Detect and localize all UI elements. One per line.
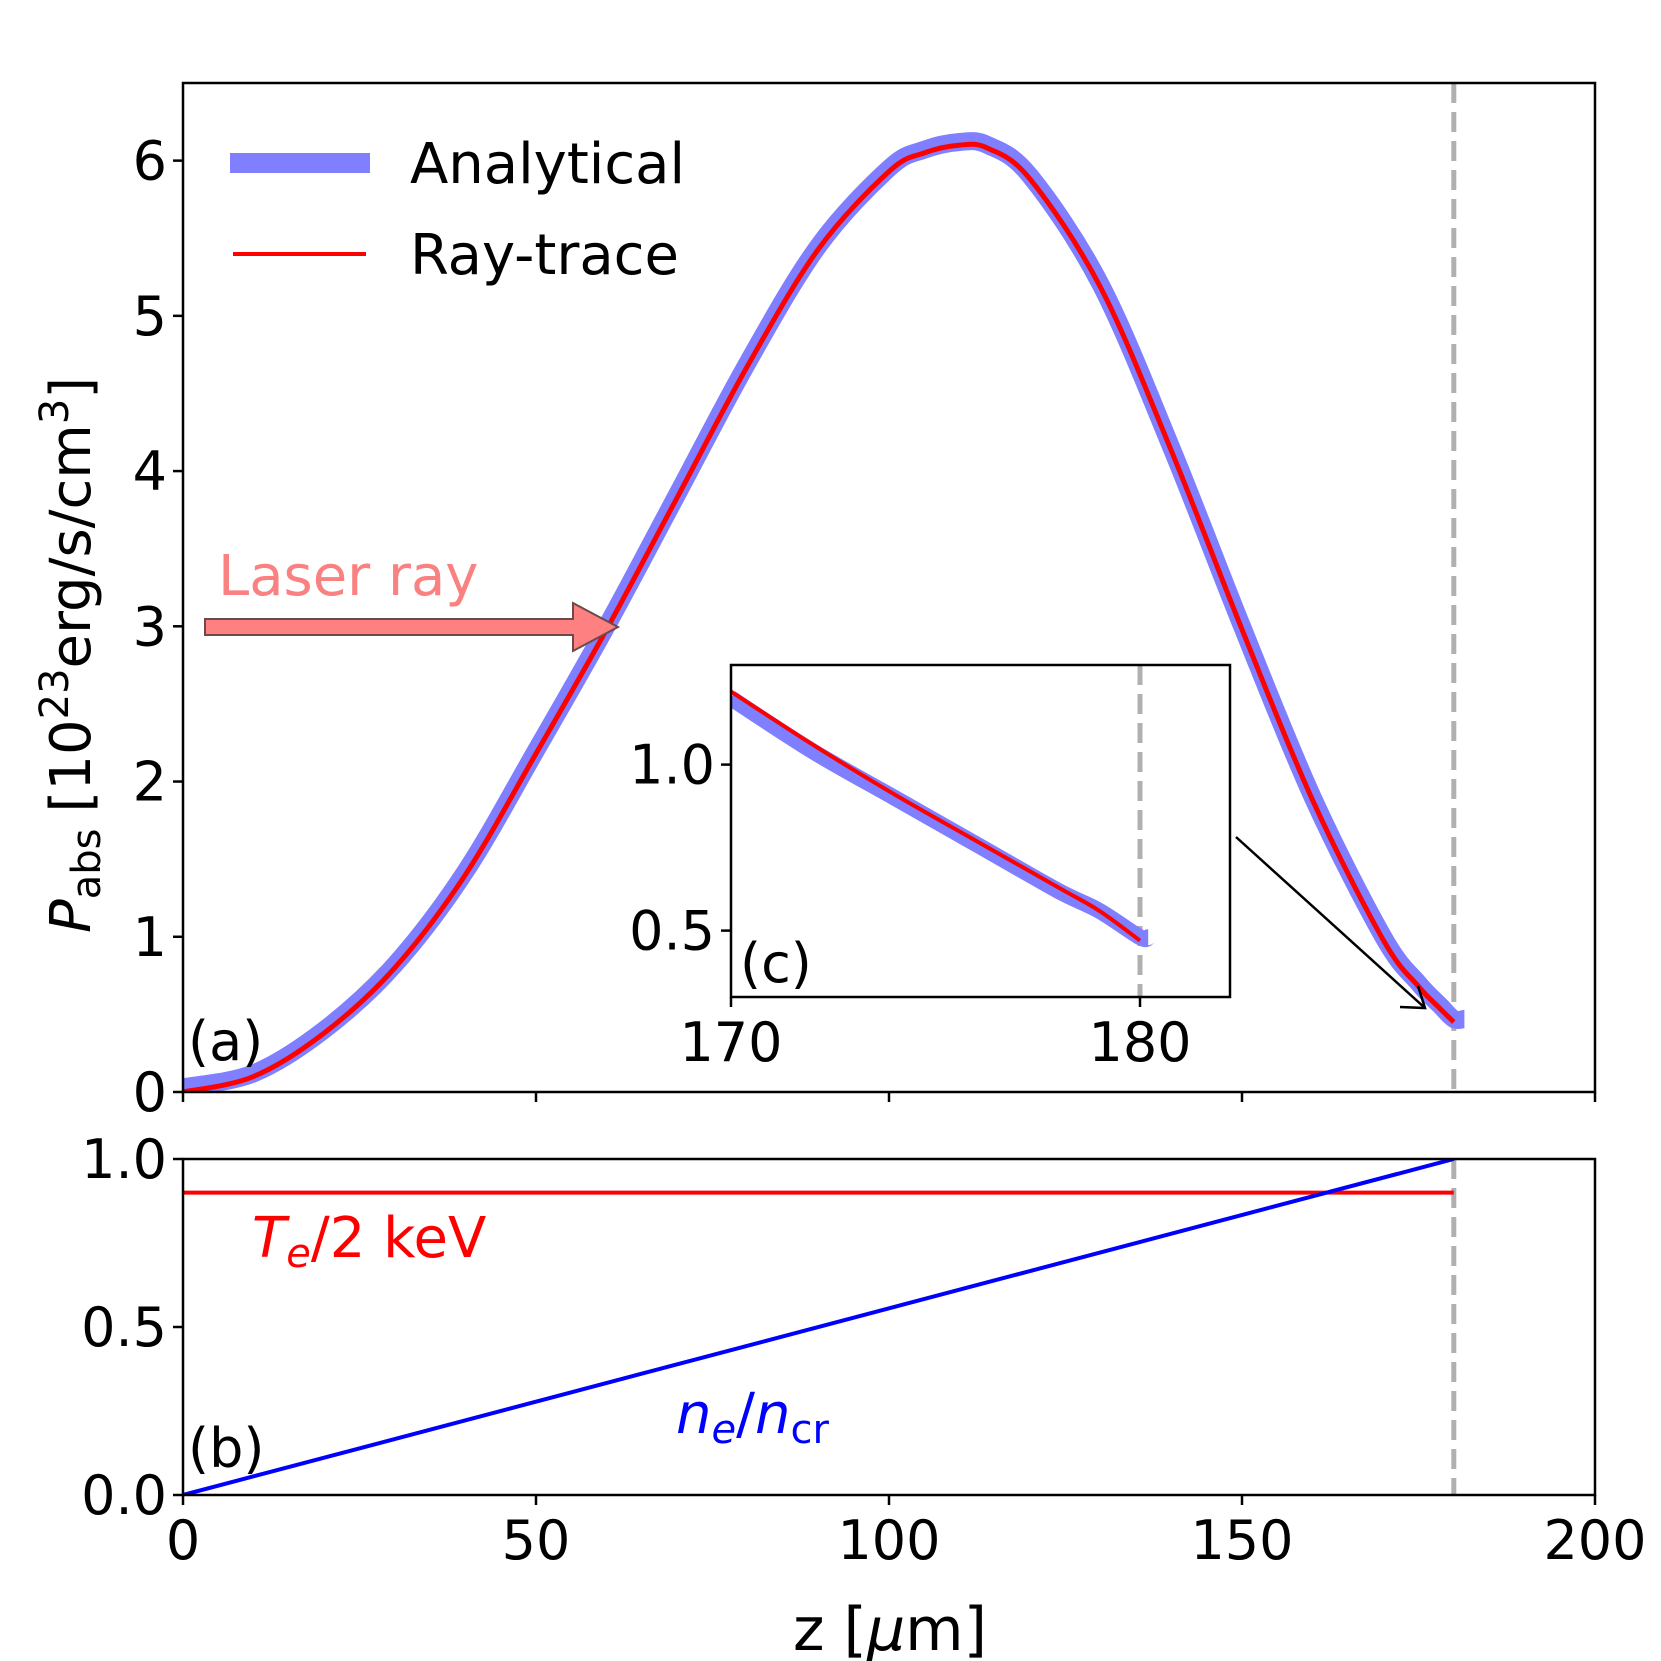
- c-series-ray-trace: [731, 689, 1142, 943]
- a-ytick-label: 6: [133, 130, 167, 193]
- c-xtick-label: 170: [679, 1011, 782, 1074]
- b-y-ticks: 0.0 0.5 1.0: [81, 1128, 183, 1527]
- a-panel-label: (a): [188, 1010, 263, 1073]
- b-xtick-label: 100: [837, 1509, 940, 1572]
- b-series-ne-ncr: [183, 1159, 1455, 1495]
- x-axis-label: z [μm]: [793, 1595, 987, 1661]
- c-panel-label: (c): [740, 932, 812, 995]
- a-series-ray-trace: [183, 141, 1456, 1092]
- panel-b: 0.0 0.5 1.0 0 50 100 150 200 Te/2 keV ne/ncr (…: [81, 1128, 1646, 1661]
- b-ytick-label: 0.5: [81, 1296, 167, 1359]
- a-ytick-label: 1: [133, 906, 167, 969]
- legend-analytical-label: Analytical: [410, 132, 685, 197]
- b-x-ticks: 0 50 100 150 200: [166, 1495, 1647, 1572]
- ne-label: ne/ncr: [676, 1382, 829, 1453]
- laser-ray-arrow: [204, 601, 621, 653]
- zoom-arrow: [1235, 836, 1426, 1009]
- b-xtick-label: 50: [502, 1509, 571, 1572]
- a-ytick-label: 5: [133, 285, 167, 348]
- c-xtick-label: 180: [1088, 1011, 1191, 1074]
- a-y-ticks: 0 1 2 3 4 5 6: [133, 130, 183, 1124]
- a-ytick-label: 2: [133, 751, 167, 814]
- a-ytick-label: 3: [133, 595, 167, 658]
- b-xtick-label: 200: [1543, 1509, 1646, 1572]
- legend-raytrace-label: Ray-trace: [410, 223, 679, 288]
- a-x-ticks: [181, 1092, 1597, 1102]
- c-x-ticks: 170 180: [679, 997, 1192, 1074]
- b-xtick-label: 150: [1190, 1509, 1293, 1572]
- c-series-lines: [731, 689, 1155, 948]
- b-series-lines: [183, 1159, 1455, 1495]
- a-ytick-label: 0: [133, 1061, 167, 1124]
- b-ytick-label: 1.0: [81, 1128, 167, 1191]
- panel-a: 0 1 2 3 4 5 6 Analytical Ray-trace Laser ray (…: [32, 81, 1597, 1124]
- b-ytick-label: 0.0: [81, 1464, 167, 1527]
- c-axes-frame: [729, 663, 1232, 999]
- c-ytick-label: 1.0: [629, 734, 715, 797]
- te-label: Te/2 keV: [252, 1206, 486, 1277]
- a-y-axis-label: Pabs[1023erg/s/cm3]: [32, 377, 110, 933]
- c-y-ticks: 0.5 1.0: [629, 734, 731, 963]
- panel-c-inset: 0.5 1.0 170 180 (c): [629, 663, 1232, 1074]
- b-xtick-label: 0: [166, 1509, 200, 1572]
- a-series-lines: [183, 132, 1466, 1092]
- b-panel-label: (b): [188, 1417, 264, 1480]
- a-ytick-label: 4: [133, 440, 167, 503]
- c-ytick-label: 0.5: [629, 900, 715, 963]
- laser-ray-label: Laser ray: [218, 544, 478, 609]
- zoom-arrow-head: [1399, 985, 1427, 1010]
